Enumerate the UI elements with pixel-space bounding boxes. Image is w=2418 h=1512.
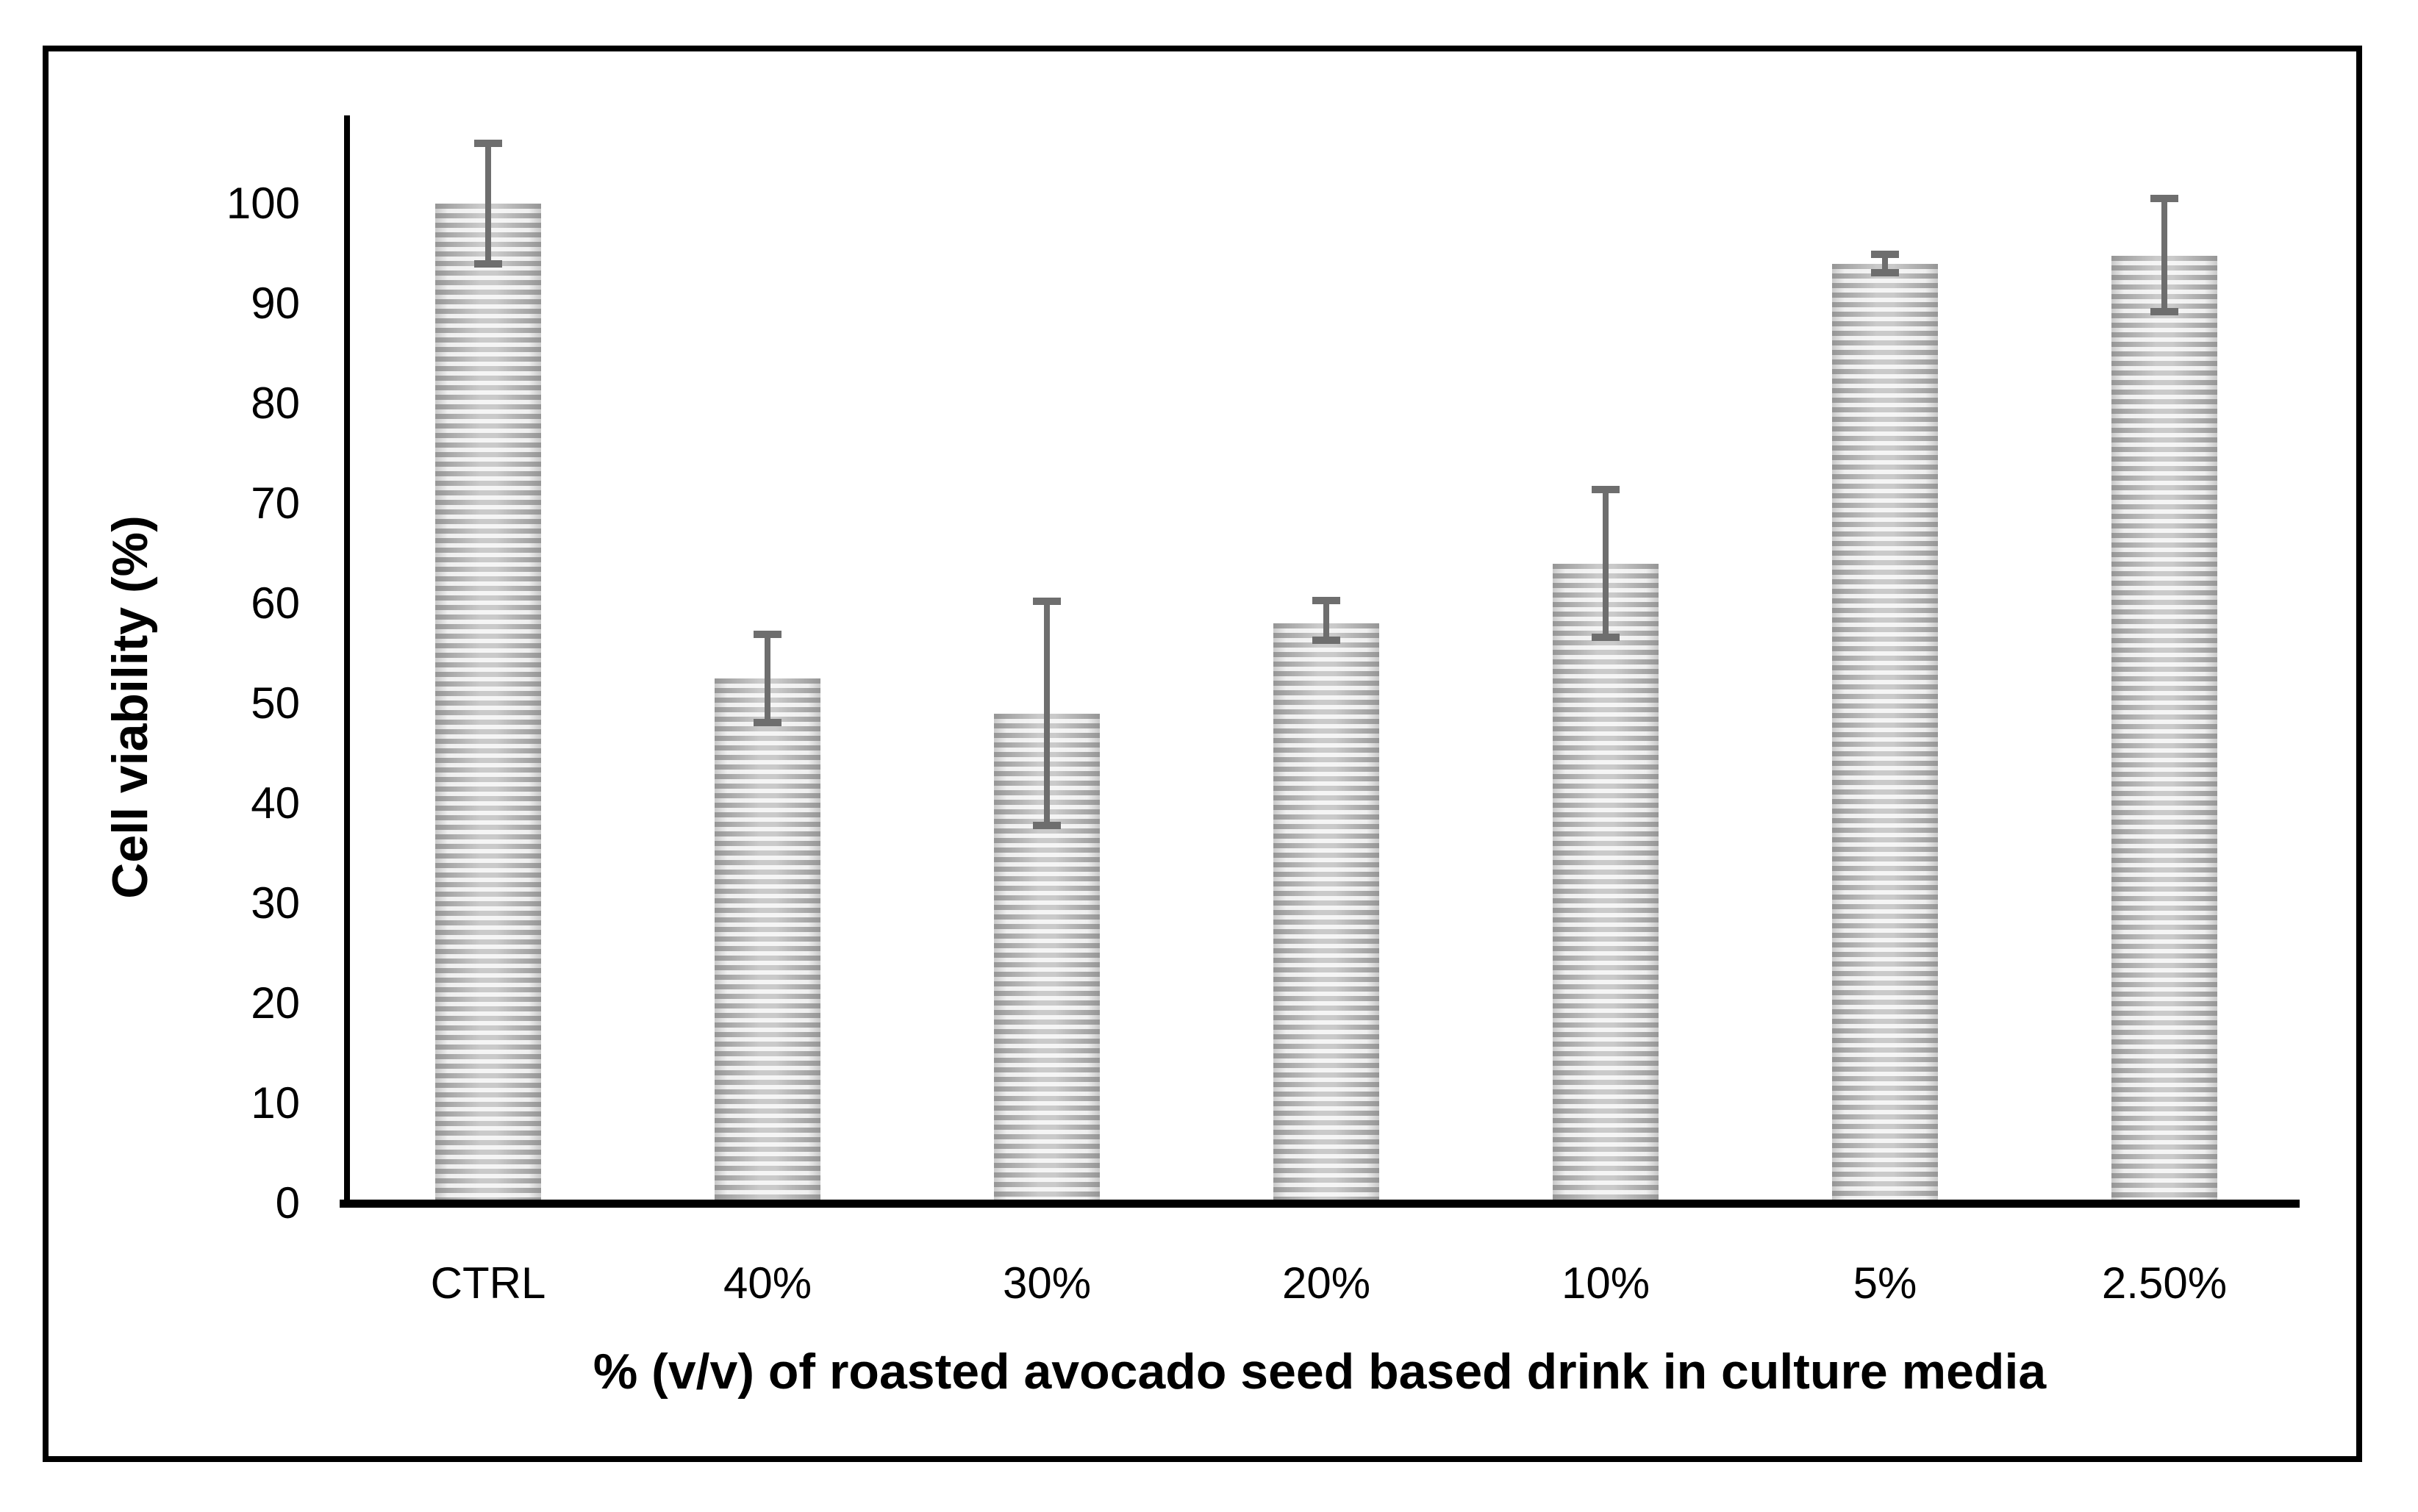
y-tick-label: 20 [251, 978, 300, 1028]
error-bar-stem [1323, 600, 1329, 641]
y-tick-label: 30 [251, 878, 300, 928]
x-category-label: 5% [1853, 1258, 1917, 1308]
error-bar-cap [1592, 485, 1620, 493]
error-bar-cap [1033, 598, 1061, 606]
bar-2.50 [2111, 255, 2217, 1203]
y-tick-label: 40 [251, 778, 300, 828]
x-category-label: 20% [1281, 1258, 1371, 1308]
error-bar-cap [754, 631, 781, 639]
error-bar-stem [1044, 601, 1050, 825]
error-bar-cap [2150, 195, 2178, 203]
y-tick-label: 50 [251, 678, 300, 728]
error-bar-stem [2161, 198, 2167, 312]
x-axis-line [340, 1200, 2300, 1208]
error-bar-stem [765, 634, 770, 723]
error-bar-cap [1592, 634, 1620, 642]
error-bar-cap [1871, 268, 1899, 276]
error-bar-cap [474, 140, 502, 148]
x-category-label: CTRL [430, 1258, 546, 1308]
error-bar-cap [2150, 307, 2178, 315]
bar-ctrl [435, 204, 541, 1203]
bar-20 [1273, 623, 1379, 1203]
bar-40 [715, 678, 820, 1203]
y-axis-line [344, 115, 350, 1207]
y-tick-label: 80 [251, 379, 300, 428]
y-tick-label: 10 [251, 1078, 300, 1128]
error-bar-cap [1312, 637, 1340, 645]
figure-border [43, 46, 2362, 1462]
x-category-label: 10% [1561, 1258, 1650, 1308]
bar-10 [1553, 563, 1659, 1203]
bar-5 [1832, 263, 1938, 1203]
error-bar-cap [754, 718, 781, 726]
y-tick-label: 100 [226, 179, 300, 228]
y-tick-label: 90 [251, 279, 300, 328]
x-category-label: 40% [723, 1258, 812, 1308]
error-bar-cap [1033, 821, 1061, 829]
error-bar-stem [485, 143, 491, 264]
x-category-label: 30% [1002, 1258, 1092, 1308]
error-bar-cap [474, 259, 502, 268]
x-axis-title: % (v/v) of roasted avocado seed based dr… [593, 1344, 2047, 1400]
error-bar-cap [1312, 596, 1340, 604]
y-tick-label: 0 [275, 1178, 300, 1228]
x-category-label: 2.50% [2101, 1258, 2228, 1308]
y-tick-label: 70 [251, 479, 300, 528]
error-bar-cap [1871, 251, 1899, 259]
error-bar-stem [1603, 489, 1609, 638]
y-tick-label: 60 [251, 578, 300, 628]
error-bar-stem [1882, 254, 1888, 273]
